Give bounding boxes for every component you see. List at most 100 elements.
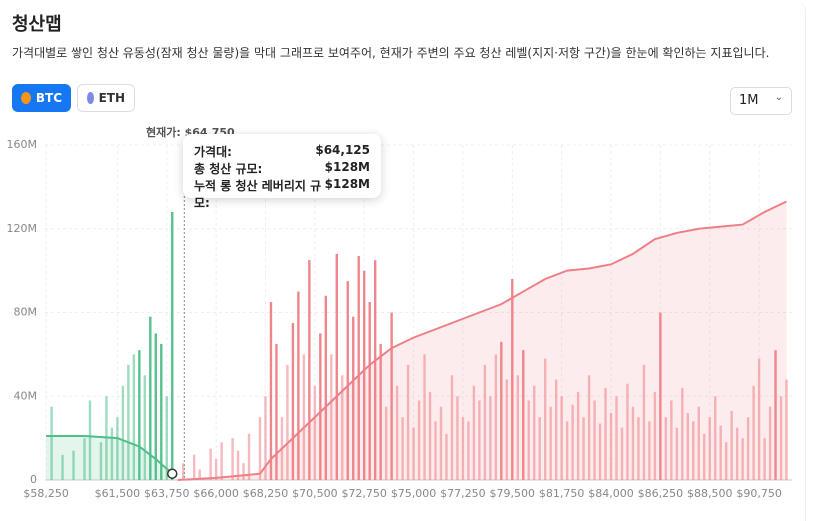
bar bbox=[642, 364, 646, 480]
bar bbox=[785, 379, 788, 480]
bar bbox=[735, 427, 739, 480]
bar bbox=[768, 406, 772, 480]
line-area bbox=[46, 436, 173, 480]
y-tick-label: 40M bbox=[14, 389, 38, 402]
bar bbox=[604, 387, 607, 480]
bar bbox=[72, 450, 75, 480]
bar bbox=[302, 354, 306, 480]
x-tick-label: $84,000 bbox=[588, 487, 634, 500]
x-tick-label: $81,750 bbox=[539, 487, 585, 500]
bar bbox=[116, 417, 119, 480]
bar bbox=[439, 406, 443, 480]
bar bbox=[401, 417, 404, 480]
title: 청산맵 bbox=[12, 14, 62, 35]
bar bbox=[373, 260, 377, 480]
bar bbox=[198, 469, 201, 480]
cumulative-line bbox=[46, 435, 173, 475]
bar bbox=[269, 302, 273, 480]
bar bbox=[61, 454, 64, 480]
bar bbox=[779, 396, 783, 480]
eth-button[interactable]: ETH bbox=[77, 84, 135, 112]
bar bbox=[582, 417, 585, 480]
x-tick-label: $70,500 bbox=[292, 487, 338, 500]
x-tick-label: $75,000 bbox=[391, 487, 437, 500]
bar bbox=[472, 385, 476, 480]
bar bbox=[708, 417, 711, 480]
x-tick-label: $61,500 bbox=[95, 487, 141, 500]
bar bbox=[149, 316, 152, 480]
x-tick-label: $68,250 bbox=[243, 487, 289, 500]
bar bbox=[615, 396, 618, 480]
bar bbox=[626, 383, 629, 480]
bar bbox=[648, 421, 651, 480]
bar bbox=[154, 333, 157, 480]
bar bbox=[88, 400, 92, 480]
bar bbox=[330, 354, 333, 480]
bar bbox=[670, 400, 673, 480]
bar bbox=[724, 442, 728, 480]
bar bbox=[697, 406, 700, 480]
bar bbox=[730, 410, 733, 480]
bar bbox=[467, 421, 470, 480]
tooltip-row: 총 청산 규모: $128M bbox=[194, 160, 370, 177]
bar bbox=[593, 400, 596, 480]
bar bbox=[363, 270, 366, 480]
bar bbox=[489, 396, 492, 480]
bar bbox=[99, 442, 103, 480]
x-tick-label: $88,500 bbox=[687, 487, 733, 500]
tooltip-label: 가격대: bbox=[194, 145, 232, 159]
bar bbox=[450, 375, 454, 480]
bar bbox=[703, 433, 706, 480]
bar bbox=[390, 312, 393, 480]
tooltip-row: 가격대: $64,125 bbox=[194, 143, 370, 160]
btc-button[interactable]: BTC bbox=[12, 84, 71, 112]
tooltip-value: $64,125 bbox=[315, 143, 370, 157]
x-tick-label: $79,500 bbox=[490, 487, 536, 500]
bar bbox=[428, 392, 432, 480]
bar bbox=[664, 417, 668, 480]
line-area bbox=[177, 201, 787, 480]
bar bbox=[746, 417, 750, 480]
bar bbox=[763, 438, 766, 480]
bar bbox=[549, 406, 552, 480]
bar bbox=[127, 364, 130, 480]
bar bbox=[461, 417, 465, 480]
period-label: 1M bbox=[739, 93, 759, 108]
bar bbox=[637, 417, 640, 480]
tooltip-row: 누적 롱 청산 레버리지 규모: $128M bbox=[194, 177, 370, 211]
bar bbox=[752, 385, 755, 480]
bar bbox=[445, 433, 448, 480]
tooltip-label: 누적 롱 청산 레버리지 규모: bbox=[194, 179, 322, 210]
bar bbox=[434, 421, 437, 480]
tooltip-value: $128M bbox=[324, 160, 370, 174]
x-tick-label: $58,250 bbox=[23, 487, 69, 500]
bar bbox=[774, 350, 777, 480]
bar bbox=[412, 427, 415, 480]
bar bbox=[264, 396, 267, 480]
bar bbox=[478, 400, 481, 480]
bar bbox=[538, 417, 541, 480]
bar bbox=[757, 358, 761, 480]
bar bbox=[560, 396, 563, 480]
y-tick-label: 120M bbox=[7, 222, 38, 235]
bar bbox=[83, 438, 86, 480]
bar bbox=[406, 364, 410, 480]
bar bbox=[631, 406, 635, 480]
bar bbox=[681, 387, 684, 480]
bar bbox=[236, 450, 240, 480]
bar bbox=[335, 253, 338, 480]
x-tick-label: $72,750 bbox=[341, 487, 387, 500]
period-select[interactable]: 1M ⌄ bbox=[730, 87, 792, 115]
eth-icon bbox=[87, 92, 94, 104]
bar bbox=[494, 354, 498, 480]
description: 가격대별로 쌓인 청산 유동성(잠재 청산 물량)을 막대 그래프로 보여주어,… bbox=[12, 46, 770, 60]
bar bbox=[384, 406, 388, 480]
cumulative-line bbox=[177, 200, 787, 481]
bar bbox=[291, 322, 295, 480]
tooltip: 가격대: $64,125 총 청산 규모: $128M 누적 롱 청산 레버리지 규모:… bbox=[183, 134, 381, 210]
y-tick-label: 80M bbox=[14, 306, 38, 319]
bar bbox=[522, 350, 525, 480]
bar bbox=[165, 396, 168, 480]
